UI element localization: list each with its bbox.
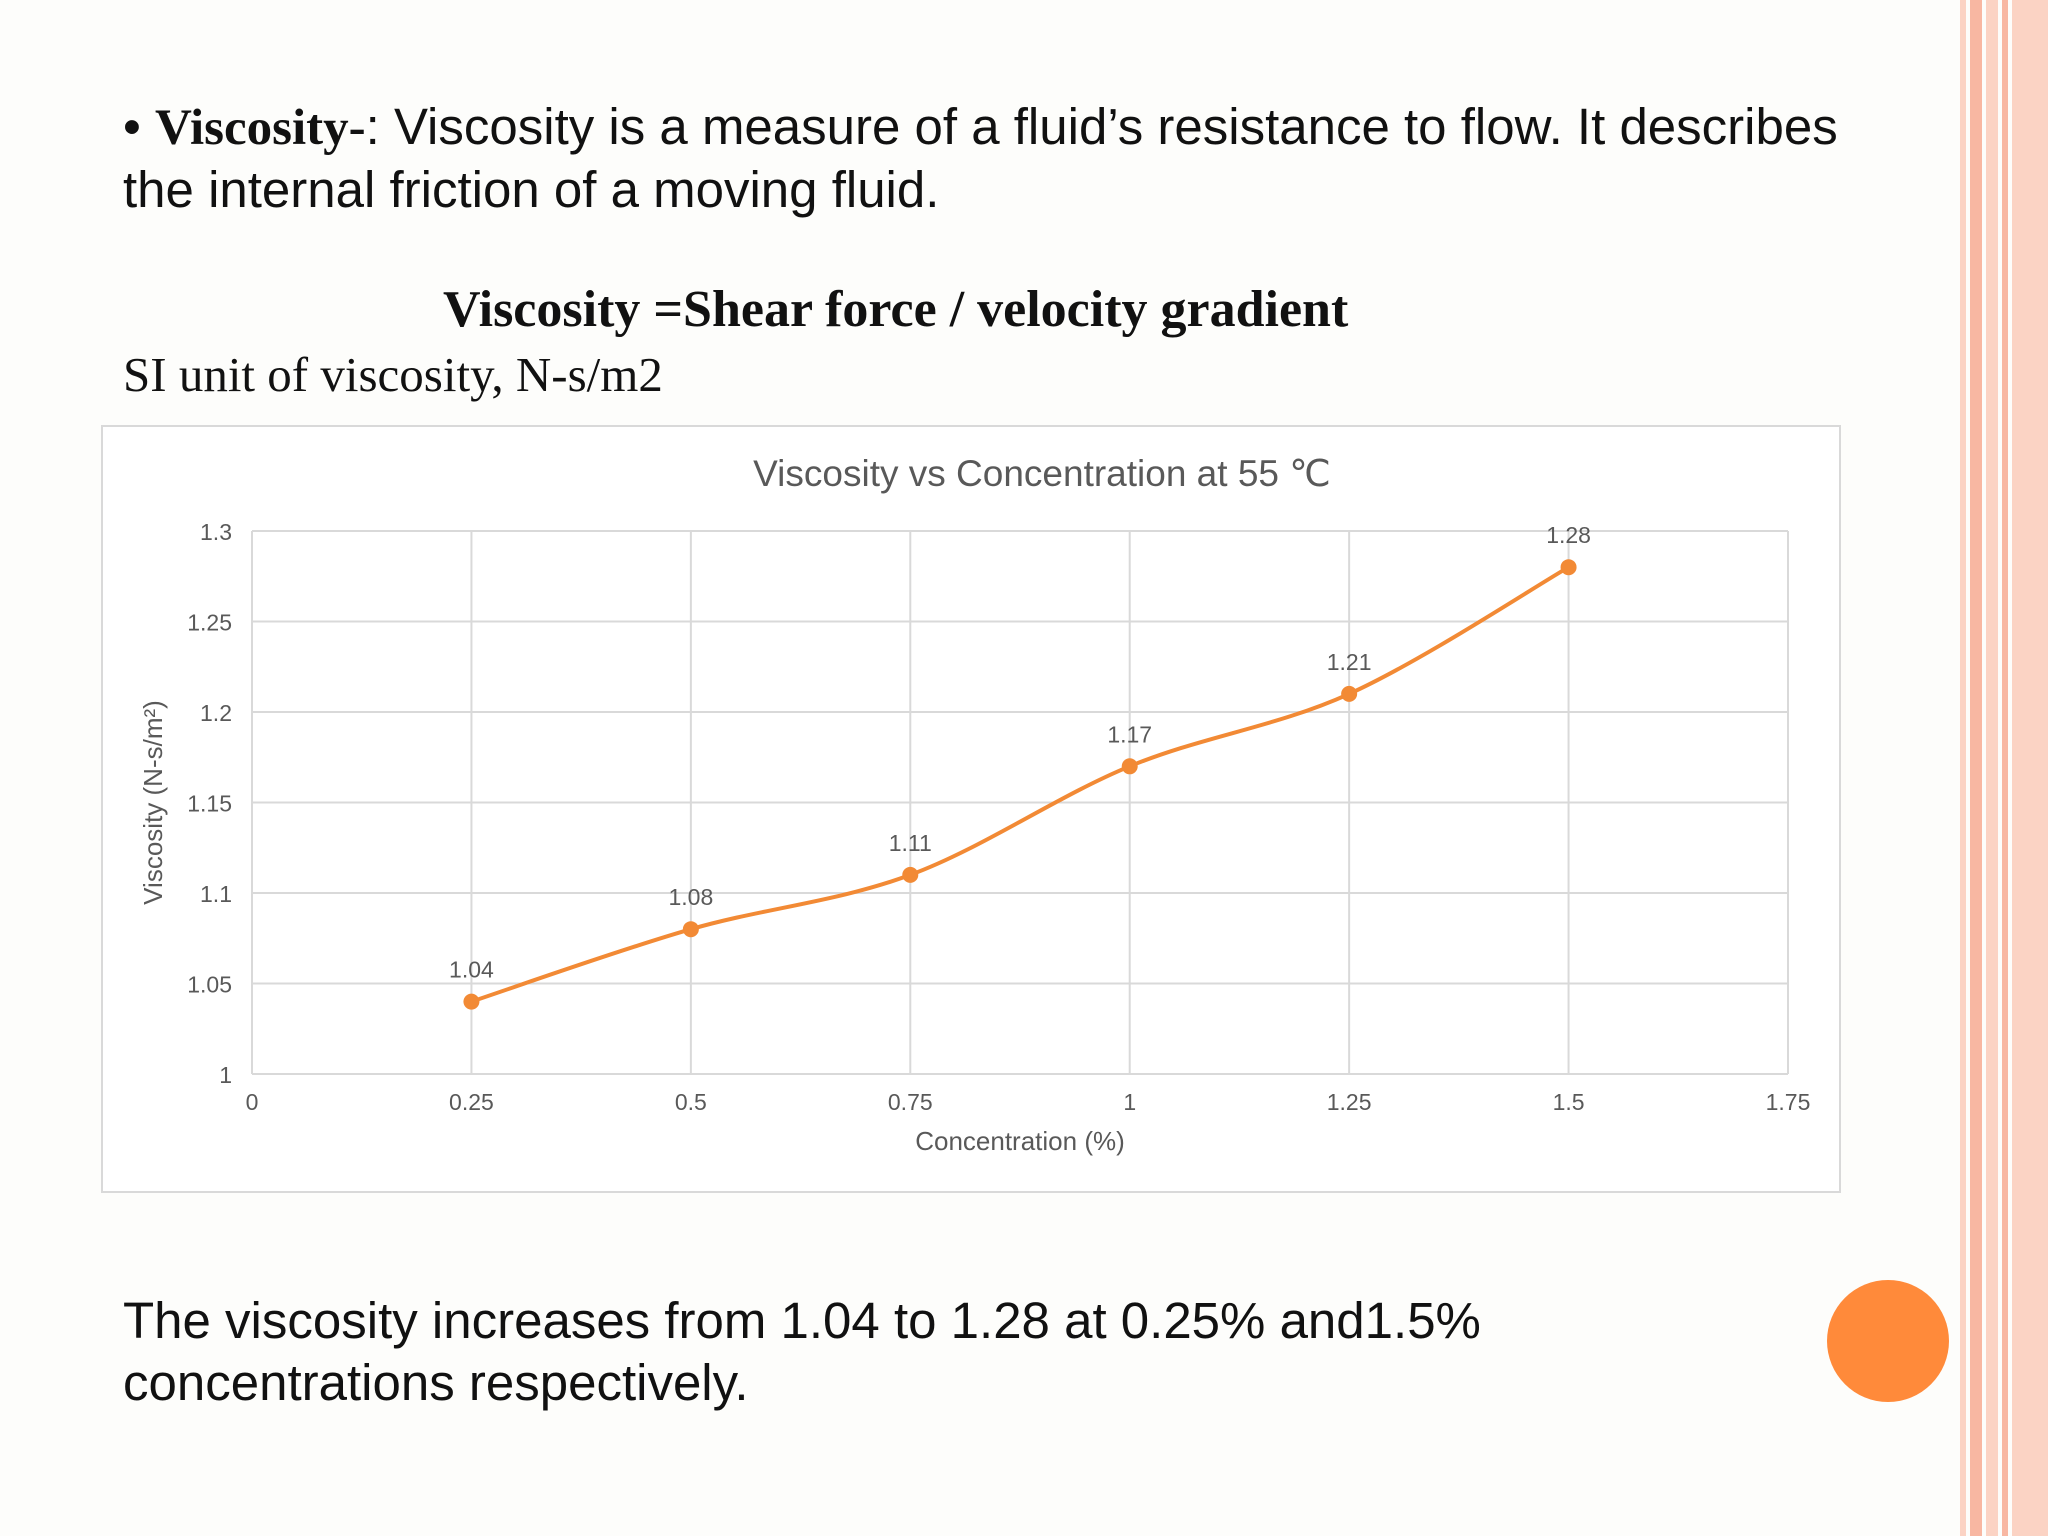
data-point bbox=[1121, 758, 1138, 775]
decor-orange-circle bbox=[1827, 1280, 1949, 1402]
y-tick-label: 1.25 bbox=[187, 610, 232, 636]
data-point bbox=[463, 993, 480, 1010]
x-axis-label: Concentration (%) bbox=[915, 1126, 1125, 1156]
decor-stripe-1 bbox=[1960, 0, 1966, 1536]
data-label: 1.11 bbox=[889, 830, 932, 856]
data-point bbox=[1341, 685, 1358, 702]
chart-canvas: Viscosity vs Concentration at 55 ℃ 1 1.05 1… bbox=[138, 453, 1811, 1156]
data-label: 1.17 bbox=[1107, 721, 1152, 747]
x-tick-label: 0.25 bbox=[449, 1089, 494, 1115]
definition-term: Viscosity- bbox=[155, 100, 366, 156]
x-tick-label: 0.75 bbox=[888, 1089, 933, 1115]
y-tick-label: 1 bbox=[219, 1062, 232, 1088]
decor-stripe-3 bbox=[1986, 0, 1998, 1536]
y-tick-label: 1.1 bbox=[200, 881, 232, 907]
y-axis-label: Viscosity (N-s/m²) bbox=[138, 700, 168, 905]
chart-title: Viscosity vs Concentration at 55 ℃ bbox=[753, 453, 1331, 494]
data-point bbox=[902, 866, 919, 883]
data-label: 1.08 bbox=[668, 884, 713, 910]
data-point bbox=[682, 921, 699, 938]
y-tick-label: 1.05 bbox=[187, 972, 232, 998]
x-tick-label: 0 bbox=[246, 1089, 259, 1115]
si-unit-text: SI unit of viscosity, N-s/m2 bbox=[123, 347, 663, 402]
decor-stripe-2 bbox=[1970, 0, 1982, 1536]
x-tick-label: 1.75 bbox=[1766, 1089, 1811, 1115]
x-tick-label: 0.5 bbox=[675, 1089, 707, 1115]
data-point bbox=[1560, 559, 1577, 576]
definition-paragraph: • Viscosity-: Viscosity is a measure of … bbox=[123, 96, 1883, 221]
definition-text: : Viscosity is a measure of a fluid’s re… bbox=[123, 98, 1838, 218]
decor-stripe-5 bbox=[2012, 0, 2048, 1536]
viscosity-formula: Viscosity =Shear force / velocity gradie… bbox=[443, 281, 1349, 338]
y-tick-label: 1.15 bbox=[187, 791, 232, 817]
data-label: 1.04 bbox=[449, 957, 494, 983]
conclusion-paragraph: The viscosity increases from 1.04 to 1.2… bbox=[123, 1292, 1481, 1411]
series-line bbox=[469, 565, 1571, 1004]
data-label: 1.21 bbox=[1327, 649, 1372, 675]
x-tick-label: 1.5 bbox=[1553, 1089, 1585, 1115]
data-label: 1.28 bbox=[1546, 522, 1591, 548]
decor-stripe-4 bbox=[2002, 0, 2008, 1536]
y-tick-label: 1.2 bbox=[200, 700, 232, 726]
bullet-marker: • bbox=[123, 98, 141, 155]
x-tick-label: 1 bbox=[1123, 1089, 1136, 1115]
viscosity-chart: Viscosity vs Concentration at 55 ℃ 1 1.05 1… bbox=[101, 425, 1841, 1193]
x-tick-label: 1.25 bbox=[1327, 1089, 1372, 1115]
y-tick-label: 1.3 bbox=[200, 519, 232, 545]
